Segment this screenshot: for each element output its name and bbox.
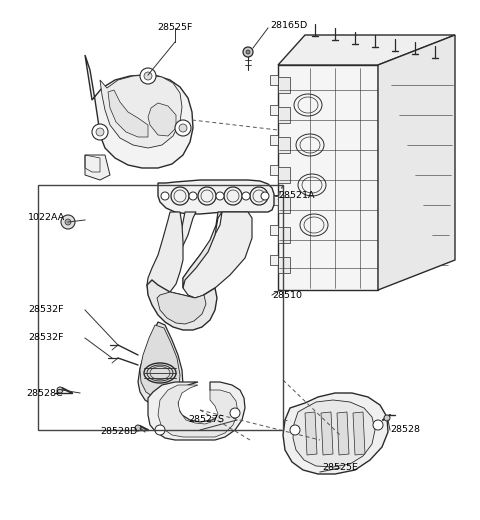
Text: 28521A: 28521A bbox=[278, 190, 314, 200]
Polygon shape bbox=[147, 280, 217, 330]
Polygon shape bbox=[158, 180, 274, 214]
Text: 28528C: 28528C bbox=[26, 388, 62, 397]
Polygon shape bbox=[162, 212, 196, 284]
Polygon shape bbox=[270, 255, 278, 265]
Polygon shape bbox=[278, 65, 378, 290]
Text: 28510: 28510 bbox=[272, 291, 302, 300]
Circle shape bbox=[230, 408, 240, 418]
Circle shape bbox=[61, 215, 75, 229]
Circle shape bbox=[135, 425, 141, 431]
Polygon shape bbox=[278, 227, 290, 243]
Text: 28527S: 28527S bbox=[188, 415, 224, 424]
Polygon shape bbox=[270, 165, 278, 175]
Text: 28525F: 28525F bbox=[157, 23, 192, 32]
Circle shape bbox=[216, 192, 224, 200]
Polygon shape bbox=[378, 35, 455, 290]
Text: 28532F: 28532F bbox=[28, 305, 63, 315]
Circle shape bbox=[243, 47, 253, 57]
Polygon shape bbox=[305, 412, 317, 455]
Circle shape bbox=[144, 72, 152, 80]
Bar bbox=[38, 185, 283, 430]
Text: 28528D: 28528D bbox=[100, 427, 137, 436]
Circle shape bbox=[155, 425, 165, 435]
Circle shape bbox=[179, 124, 187, 132]
Circle shape bbox=[57, 387, 63, 393]
Circle shape bbox=[92, 124, 108, 140]
Circle shape bbox=[161, 192, 169, 200]
Polygon shape bbox=[278, 137, 290, 153]
Polygon shape bbox=[148, 103, 176, 136]
Polygon shape bbox=[278, 107, 290, 123]
Text: 28528: 28528 bbox=[390, 425, 420, 435]
Polygon shape bbox=[100, 75, 182, 148]
Text: 1022AA: 1022AA bbox=[28, 214, 65, 223]
Polygon shape bbox=[337, 412, 349, 455]
Polygon shape bbox=[283, 393, 388, 474]
Polygon shape bbox=[157, 292, 206, 324]
Circle shape bbox=[140, 68, 156, 84]
Text: 28532F: 28532F bbox=[28, 333, 63, 343]
Circle shape bbox=[189, 192, 197, 200]
Polygon shape bbox=[278, 77, 290, 93]
Polygon shape bbox=[138, 322, 183, 406]
Polygon shape bbox=[321, 412, 333, 455]
Polygon shape bbox=[278, 257, 290, 273]
Circle shape bbox=[384, 415, 390, 421]
Polygon shape bbox=[270, 75, 278, 85]
Polygon shape bbox=[278, 167, 290, 183]
Polygon shape bbox=[270, 105, 278, 115]
Polygon shape bbox=[85, 55, 193, 168]
Polygon shape bbox=[147, 212, 183, 295]
Circle shape bbox=[373, 420, 383, 430]
Circle shape bbox=[175, 120, 191, 136]
Circle shape bbox=[246, 50, 250, 54]
Polygon shape bbox=[278, 35, 455, 65]
Polygon shape bbox=[158, 385, 238, 437]
Circle shape bbox=[261, 192, 269, 200]
Polygon shape bbox=[293, 400, 375, 467]
Polygon shape bbox=[278, 197, 290, 213]
Text: 28525E: 28525E bbox=[322, 463, 358, 473]
Polygon shape bbox=[108, 90, 148, 137]
Circle shape bbox=[65, 219, 71, 225]
Text: 28165D: 28165D bbox=[270, 21, 307, 31]
Circle shape bbox=[242, 192, 250, 200]
Polygon shape bbox=[270, 135, 278, 145]
Circle shape bbox=[96, 128, 104, 136]
Polygon shape bbox=[183, 212, 252, 298]
Polygon shape bbox=[270, 225, 278, 235]
Polygon shape bbox=[183, 212, 222, 288]
Polygon shape bbox=[148, 382, 245, 440]
Polygon shape bbox=[140, 325, 180, 399]
Polygon shape bbox=[85, 155, 110, 180]
Circle shape bbox=[290, 425, 300, 435]
Polygon shape bbox=[270, 195, 278, 205]
Polygon shape bbox=[353, 412, 365, 455]
